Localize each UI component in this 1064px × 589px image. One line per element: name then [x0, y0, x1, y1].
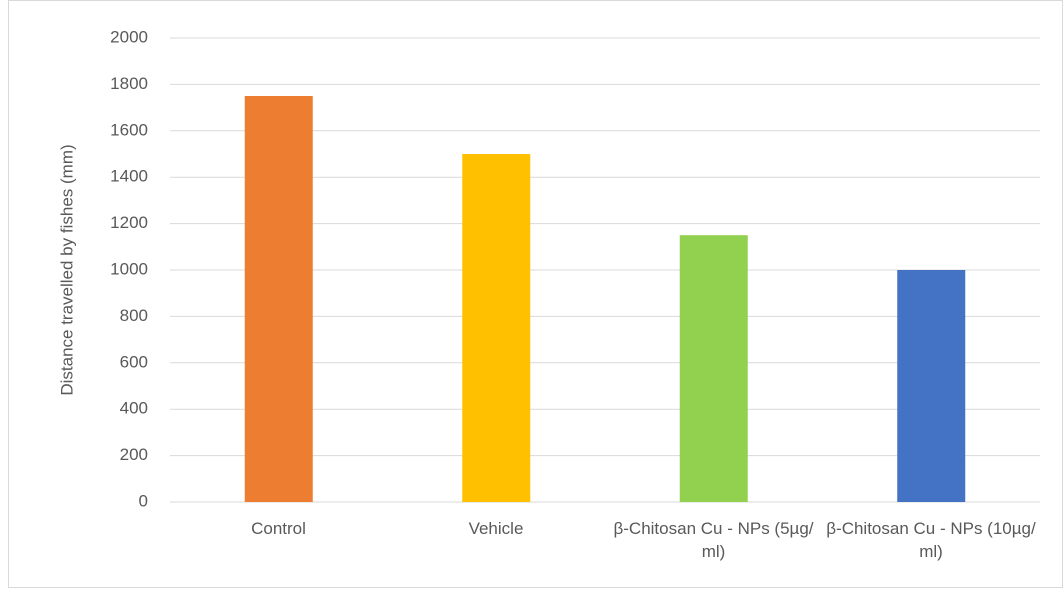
y-tick-label: 400	[120, 399, 148, 418]
y-tick-label: 1600	[110, 120, 148, 139]
y-tick-label: 2000	[110, 27, 148, 46]
y-tick-label: 600	[120, 352, 148, 371]
chart-frame	[8, 0, 1063, 588]
y-tick-label: 1400	[110, 167, 148, 186]
x-tick-label: β-Chitosan Cu - NPs (5µg/ ml)	[613, 519, 814, 561]
x-tick-label: Control	[251, 519, 306, 538]
bar	[244, 96, 313, 502]
x-tick-label: Vehicle	[468, 519, 524, 538]
y-tick-label: 1000	[110, 259, 148, 278]
y-tick-label: 800	[120, 306, 148, 325]
y-axis-title: Distance travelled by fishes (mm)	[57, 144, 76, 395]
y-tick-label: 1800	[110, 74, 148, 93]
x-tick-label: β-Chitosan Cu - NPs (10µg/ ml)	[826, 519, 1036, 561]
bar	[462, 154, 531, 502]
bar	[679, 235, 748, 502]
y-tick-label: 200	[120, 445, 148, 464]
y-tick-label: 1200	[110, 213, 148, 232]
bar	[897, 270, 966, 502]
y-tick-label: 0	[139, 491, 148, 510]
